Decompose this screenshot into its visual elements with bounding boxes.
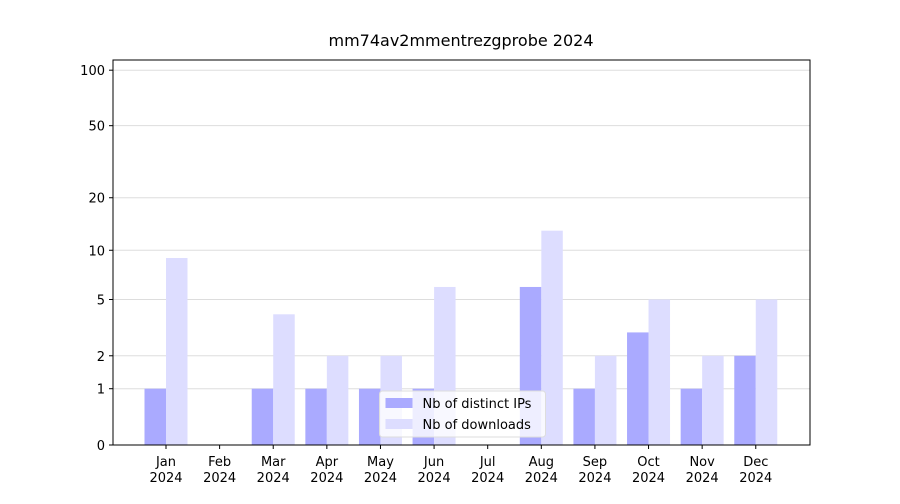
x-tick-label: Sep 2024 [578, 455, 611, 486]
x-tick-label: Oct 2024 [632, 455, 665, 486]
bar [273, 314, 295, 445]
bar [358, 388, 381, 445]
x-tick-label: Jul 2024 [471, 455, 504, 486]
x-tick-label: Aug 2024 [525, 455, 558, 486]
legend-swatch [385, 419, 413, 429]
bar [541, 230, 563, 445]
y-tick-label: 50 [88, 120, 105, 135]
bar [326, 355, 349, 445]
x-tick-label: Dec 2024 [739, 455, 772, 486]
bar [166, 257, 188, 445]
y-tick-label: 0 [97, 439, 105, 454]
bar [144, 388, 166, 445]
x-tick-label: Apr 2024 [310, 455, 343, 486]
x-tick-label: Jun 2024 [418, 455, 451, 486]
legend-swatch [385, 398, 413, 408]
x-tick-label: Mar 2024 [257, 455, 290, 486]
y-tick-label: 5 [97, 293, 105, 308]
bar [755, 299, 778, 445]
bar [627, 332, 649, 445]
bar [594, 355, 617, 445]
legend: Nb of distinct IPs Nb of downloads [379, 390, 546, 438]
x-tick-label: Feb 2024 [203, 455, 236, 486]
bar [680, 388, 703, 445]
y-tick-label: 2 [97, 350, 105, 365]
legend-label: Nb of downloads [423, 418, 532, 433]
legend-label: Nb of distinct IPs [423, 397, 532, 412]
y-tick-label: 100 [80, 64, 105, 79]
legend-box [379, 390, 546, 438]
y-tick-label: 10 [88, 244, 105, 259]
bar [734, 355, 756, 445]
bar [305, 388, 327, 445]
x-tick-label: Nov 2024 [686, 455, 719, 486]
bar [573, 388, 595, 445]
axes-frame [112, 59, 811, 446]
bar [251, 388, 274, 445]
bar [702, 355, 724, 445]
y-tick-label: 1 [97, 383, 105, 398]
bar [648, 299, 671, 445]
x-tick-label: May 2024 [364, 455, 397, 486]
x-tick-label: Jan 2024 [149, 455, 182, 486]
y-tick-label: 20 [88, 192, 105, 207]
chart-title: mm74av2mmentrezgprobe 2024 [328, 31, 593, 50]
